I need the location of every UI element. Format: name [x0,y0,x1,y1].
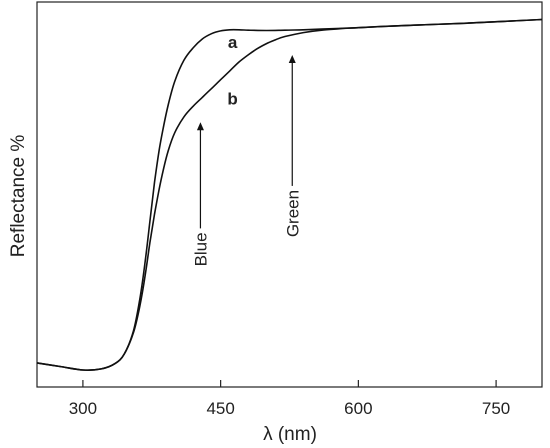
annotation-arrowhead-blue [196,122,204,131]
annotation-label-blue: Blue [191,232,210,266]
x-axis-ticks: 300 450 600 750 [69,380,510,418]
x-tick-label: 450 [206,399,234,418]
plot-frame [36,1,543,388]
annotation-arrowhead-green [288,54,296,63]
x-axis-label: λ (nm) [263,424,317,445]
curve-label-a: a [228,33,238,52]
x-tick-label: 300 [69,399,97,418]
series-line-b [36,18,543,371]
annotation-label-green: Green [283,190,302,237]
series-layer: ab [36,18,543,371]
x-tick-label: 600 [344,399,372,418]
x-tick-label: 750 [482,399,510,418]
annotation-layer: Blue Green [191,54,302,266]
y-axis-label: Reflectance % [8,135,29,258]
curve-label-b: b [227,90,237,109]
